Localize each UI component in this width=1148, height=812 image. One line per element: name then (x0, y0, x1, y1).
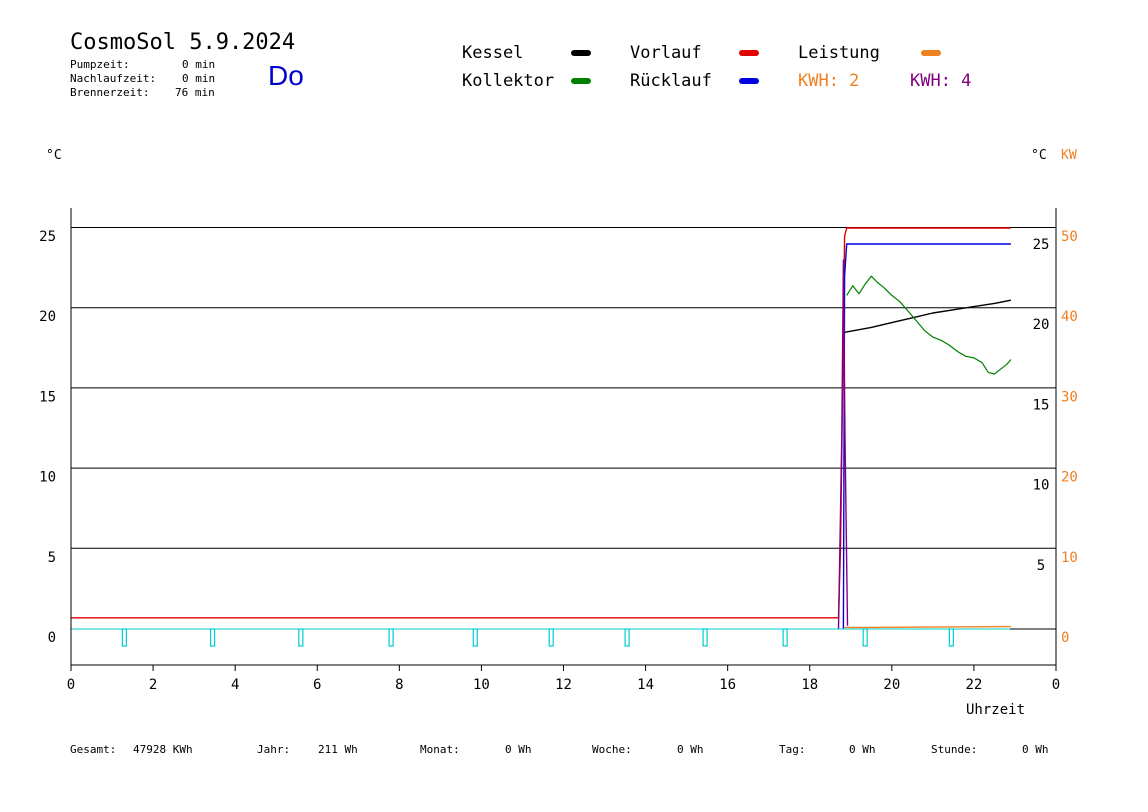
legend-kollektor-swatch (571, 78, 591, 84)
x-tick-label: 18 (801, 677, 818, 693)
series-kollektor (846, 275, 1012, 375)
pump-time-label: Pumpzeit: (70, 58, 130, 71)
grid-lines (71, 227, 1056, 549)
y-right-kw-tick-label: 40 (1061, 309, 1078, 325)
y-right-kw-tick-label: 50 (1061, 229, 1078, 245)
legend-kessel-swatch (571, 50, 591, 56)
legend-ruecklauf-swatch (739, 78, 759, 84)
kwh-orange-label: KWH: 2 (798, 71, 860, 91)
legend-kessel-label: Kessel (462, 43, 524, 63)
x-tick-label: 14 (637, 677, 654, 693)
footer-day-label: Tag: (779, 743, 806, 756)
y-right-c-tick-label: 5 (1037, 558, 1045, 574)
footer-month-value: 0 Wh (505, 743, 532, 756)
series-leistung (844, 625, 1011, 629)
pump-marker (782, 628, 788, 647)
pump-marker (388, 628, 394, 647)
series-kwh (837, 259, 849, 630)
legend-leistung-label: Leistung (798, 43, 880, 63)
kwh-purple-label: KWH: 4 (910, 71, 972, 91)
footer-week-value: 0 Wh (677, 743, 704, 756)
y-right-c-tick-label: 20 (1033, 317, 1050, 333)
x-tick-label: 2 (149, 677, 157, 693)
y-right-c-tick-label: 15 (1033, 397, 1050, 413)
x-tick-label: 0 (67, 677, 75, 693)
pump-marker (298, 628, 304, 647)
y-left-tick-label: 15 (39, 389, 56, 405)
legend-ruecklauf-label: Rücklauf (630, 71, 712, 91)
series-lines (71, 227, 1012, 630)
series-rcklauf (842, 243, 1011, 630)
series-kessel (844, 299, 1012, 333)
footer-hour-label: Stunde: (931, 743, 978, 756)
burner-time-value: 76 min (175, 86, 215, 99)
footer-total-label: Gesamt: (70, 743, 117, 756)
pump-marker (624, 628, 630, 647)
chart-title: CosmoSol 5.9.2024 (70, 30, 296, 55)
y-left-tick-label: 25 (39, 229, 56, 245)
pump-time-value: 0 min (182, 58, 216, 71)
y-right-kw-tick-label: 10 (1061, 550, 1078, 566)
x-tick-label: 10 (473, 677, 490, 693)
pump-marker (472, 628, 478, 647)
y-right-kw-tick-label: 30 (1061, 389, 1078, 405)
pump-marker (121, 628, 127, 647)
y-left-tick-label: 10 (39, 470, 56, 486)
y-left-tick-label: 20 (39, 309, 56, 325)
footer-week-label: Woche: (592, 743, 632, 756)
x-tick-label: 16 (719, 677, 736, 693)
x-axis-label: Uhrzeit (966, 702, 1026, 718)
legend-vorlauf-label: Vorlauf (630, 43, 702, 63)
y-right-kw-tick-label: 0 (1061, 630, 1069, 646)
right-axis-unit-kw: KW (1061, 148, 1077, 163)
footer-year-value: 211 Wh (318, 743, 358, 756)
burner-time-label: Brennerzeit: (70, 86, 150, 99)
tick-labels: 0 2 4 6 8 10 12 14 16 18 20 22 0 0 5 10 15 20 25 5 10 15 20 25 0… (39, 229, 1078, 693)
x-tick-label: 20 (883, 677, 900, 693)
x-tick-label: 22 (965, 677, 982, 693)
legend-leistung-swatch (921, 50, 941, 56)
pump-marker (862, 628, 868, 647)
y-left-tick-label: 5 (48, 550, 56, 566)
x-tick-label: 6 (313, 677, 321, 693)
footer-day-value: 0 Wh (849, 743, 876, 756)
x-tick-label: 4 (231, 677, 239, 693)
legend-vorlauf-swatch (739, 50, 759, 56)
series-vorlauf (71, 227, 1011, 619)
pump-marker (702, 628, 708, 647)
y-right-kw-tick-label: 20 (1061, 470, 1078, 486)
y-right-c-tick-label: 25 (1033, 237, 1050, 253)
afterrun-time-label: Nachlaufzeit: (70, 72, 157, 85)
right-axis-unit-c: °C (1031, 148, 1047, 163)
y-left-tick-label: 0 (48, 630, 56, 646)
axes (70, 208, 1057, 671)
x-tick-label: 12 (555, 677, 572, 693)
footer-hour-value: 0 Wh (1022, 743, 1049, 756)
x-tick-label: 0 (1052, 677, 1060, 693)
pump-marker (948, 628, 954, 647)
pump-markers (71, 628, 1010, 647)
x-tick-label: 8 (395, 677, 403, 693)
afterrun-time-value: 0 min (182, 72, 216, 85)
footer-year-label: Jahr: (257, 743, 291, 756)
left-axis-unit: °C (46, 148, 62, 163)
footer-month-label: Monat: (420, 743, 460, 756)
pump-marker (548, 628, 554, 647)
footer-total-value: 47928 KWh (133, 743, 193, 756)
y-right-c-tick-label: 10 (1033, 478, 1050, 494)
pump-marker (209, 628, 216, 647)
weekday-label: Do (268, 60, 304, 91)
legend-kollektor-label: Kollektor (462, 71, 555, 91)
